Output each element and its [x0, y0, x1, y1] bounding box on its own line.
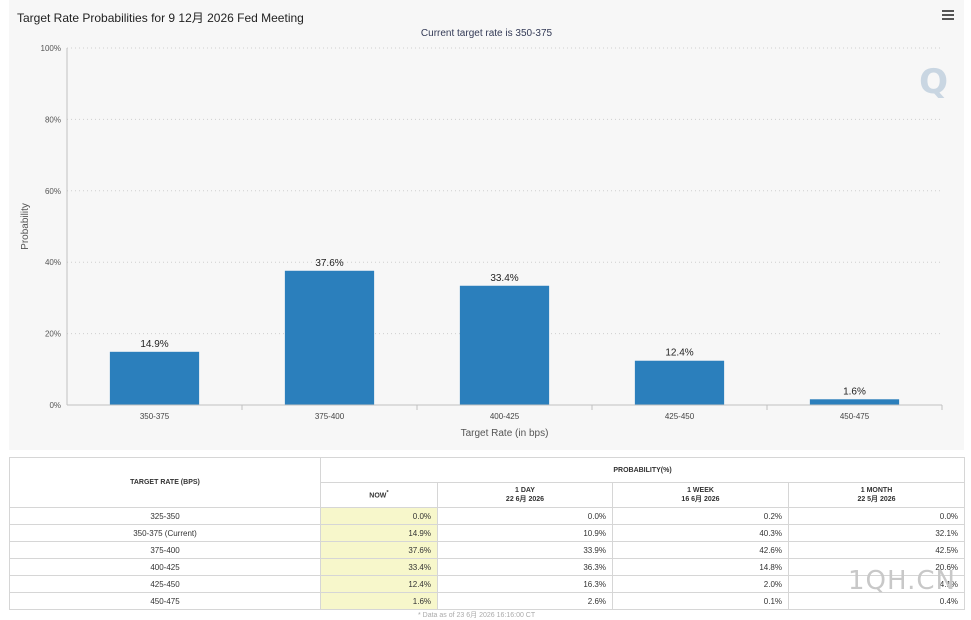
- table-row: 400-425 33.4% 36.3% 14.8% 20.6%: [9, 558, 966, 576]
- y-tick-label: 80%: [45, 115, 61, 124]
- y-axis-title: Probability: [20, 203, 31, 250]
- bar-chart: 0% 20% 40% 60% 80% 100% 14.9% 350-375 37.6% 375-4…: [20, 44, 943, 439]
- header-col-label: NOW: [369, 492, 387, 500]
- table-footnote: * Data as of 23 6月 2026 16:16:00 CT: [418, 612, 536, 619]
- rate-cell: 400-425: [9, 558, 321, 576]
- table-row: 450-475 1.6% 2.6% 0.1% 0.4%: [9, 592, 966, 610]
- x-axis-title: Target Rate (in bps): [461, 428, 549, 439]
- data-label: 12.4%: [665, 348, 693, 359]
- q-logo-watermark: Q: [919, 62, 948, 102]
- data-label: 1.6%: [843, 386, 866, 397]
- value-cell: 10.9%: [437, 524, 613, 542]
- header-col-2: 1 WEEK 16 6月 2026: [612, 482, 789, 508]
- rate-cell: 450-475: [9, 592, 321, 610]
- rate-cell: 425-450: [9, 575, 321, 593]
- value-cell: 14.8%: [612, 558, 789, 576]
- header-col-0: NOW*: [320, 482, 438, 508]
- y-tick-label: 20%: [45, 330, 61, 339]
- value-cell: 33.4%: [320, 558, 438, 576]
- table-row: 350-375 (Current) 14.9% 10.9% 40.3% 32.1%: [9, 524, 966, 542]
- table-row: 425-450 12.4% 16.3% 2.0% 4.1%: [9, 575, 966, 593]
- y-tick-label: 60%: [45, 187, 61, 196]
- value-cell: 40.3%: [612, 524, 789, 542]
- header-col-label: 1 WEEK: [687, 487, 714, 494]
- site-watermark: 1QH.CN: [848, 566, 956, 596]
- value-cell: 12.4%: [320, 575, 438, 593]
- probability-table: TARGET RATE (BPS) PROBABILITY(%) NOW* 1 D…: [9, 457, 966, 610]
- y-tick-label: 40%: [45, 258, 61, 267]
- x-tick-label: 425-450: [665, 412, 695, 421]
- table-row: 375-400 37.6% 33.9% 42.6% 42.5%: [9, 541, 966, 559]
- rate-cell: 325-350: [9, 507, 321, 525]
- bar-450-475: [809, 399, 900, 405]
- header-target-rate: TARGET RATE (BPS): [9, 457, 321, 508]
- value-cell: 16.3%: [437, 575, 613, 593]
- bar-350-375: [109, 351, 200, 405]
- x-tick-label: 400-425: [490, 412, 520, 421]
- value-cell: 0.0%: [787, 507, 966, 525]
- header-col-date: 22 6月 2026: [505, 496, 545, 503]
- header-col-3: 1 MONTH 22 5月 2026: [787, 482, 966, 508]
- header-col-date: 22 5月 2026: [857, 496, 896, 503]
- value-cell: 37.6%: [320, 541, 438, 559]
- value-cell: 42.5%: [787, 541, 966, 559]
- bar-400-425: [459, 285, 550, 405]
- rate-cell: 375-400: [9, 541, 321, 559]
- header-col-label: 1 DAY: [515, 487, 535, 494]
- value-cell: 33.9%: [437, 541, 613, 559]
- value-cell: 32.1%: [787, 524, 966, 542]
- chart-panel: Target Rate Probabilities for 9 12月 2026…: [9, 0, 964, 450]
- y-tick-label: 0%: [49, 401, 61, 410]
- value-cell: 0.4%: [787, 592, 966, 610]
- value-cell: 42.6%: [612, 541, 789, 559]
- value-cell: 14.9%: [320, 524, 438, 542]
- x-tick-label: 375-400: [315, 412, 345, 421]
- y-tick-label: 100%: [41, 44, 61, 53]
- value-cell: 1.6%: [320, 592, 438, 610]
- data-label: 37.6%: [315, 258, 343, 269]
- chart-title: Target Rate Probabilities for 9 12月 2026…: [17, 11, 304, 25]
- chart-subtitle: Current target rate is 350-375: [420, 28, 553, 39]
- value-cell: 0.1%: [612, 592, 789, 610]
- header-probability: PROBABILITY(%): [319, 457, 966, 483]
- header-col-mark: *: [386, 490, 389, 497]
- value-cell: 36.3%: [437, 558, 613, 576]
- data-label: 14.9%: [140, 339, 168, 350]
- value-cell: 2.0%: [612, 575, 789, 593]
- bar-375-400: [284, 270, 375, 405]
- table-row: 325-350 0.0% 0.0% 0.2% 0.0%: [9, 507, 966, 525]
- rate-cell: 350-375 (Current): [9, 524, 321, 542]
- bar-425-450: [634, 360, 725, 405]
- value-cell: 0.0%: [320, 507, 438, 525]
- value-cell: 0.0%: [437, 507, 613, 525]
- data-label: 33.4%: [490, 273, 518, 284]
- x-tick-label: 350-375: [140, 412, 170, 421]
- x-tick-label: 450-475: [840, 412, 870, 421]
- header-col-1: 1 DAY 22 6月 2026: [437, 482, 613, 508]
- menu-icon[interactable]: [942, 10, 954, 22]
- value-cell: 0.2%: [612, 507, 789, 525]
- value-cell: 2.6%: [437, 592, 613, 610]
- header-col-date: 16 6月 2026: [681, 496, 720, 503]
- header-col-label: 1 MONTH: [860, 487, 893, 494]
